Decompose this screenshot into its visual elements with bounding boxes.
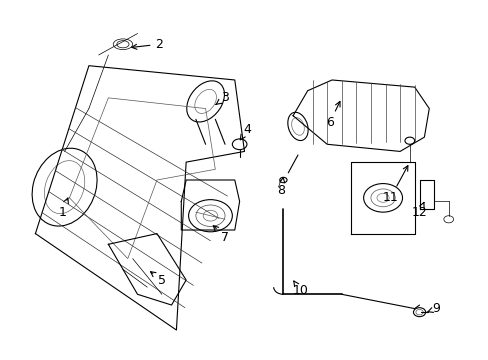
Text: 3: 3 bbox=[216, 91, 228, 104]
Text: 9: 9 bbox=[427, 302, 440, 315]
Text: 4: 4 bbox=[240, 123, 250, 140]
Text: 5: 5 bbox=[150, 272, 165, 287]
Text: 7: 7 bbox=[213, 226, 228, 244]
Text: 12: 12 bbox=[411, 202, 427, 219]
Text: 8: 8 bbox=[276, 177, 285, 197]
Text: 10: 10 bbox=[292, 281, 308, 297]
Text: 11: 11 bbox=[382, 166, 407, 204]
Text: 2: 2 bbox=[132, 38, 163, 51]
Text: 6: 6 bbox=[325, 102, 339, 129]
Text: 1: 1 bbox=[58, 198, 68, 219]
